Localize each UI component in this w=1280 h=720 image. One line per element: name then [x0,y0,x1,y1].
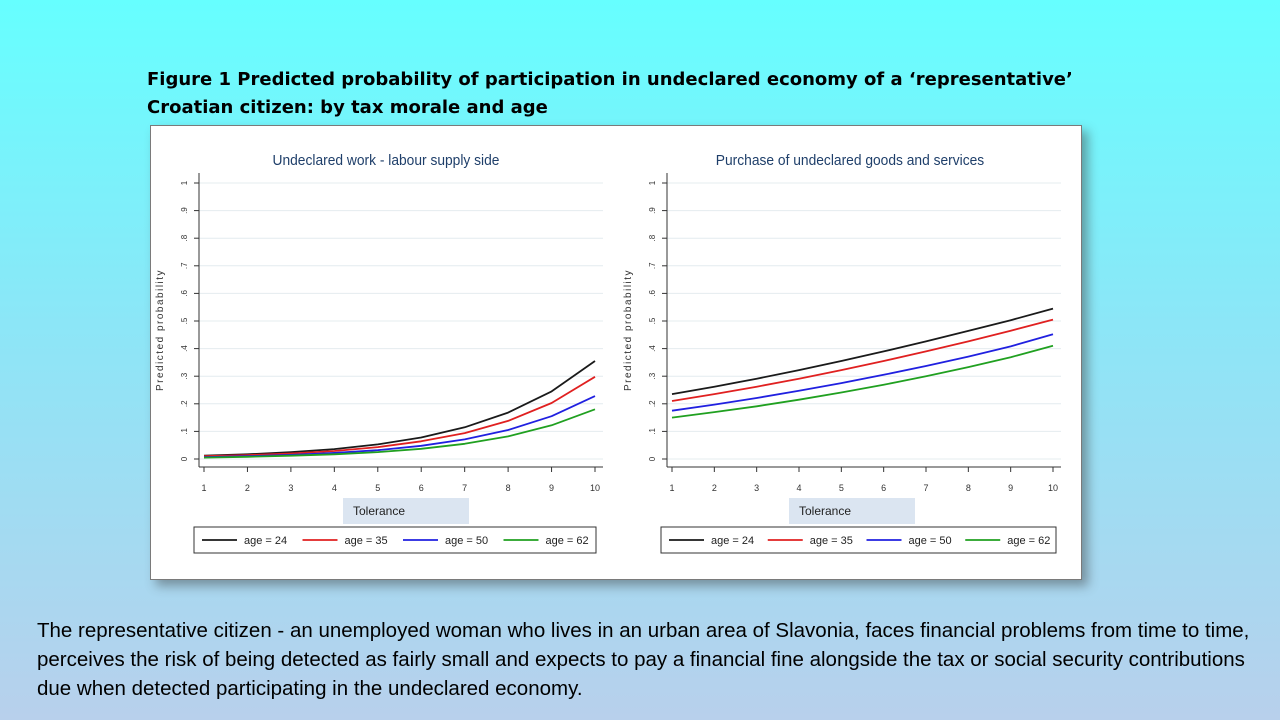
x-tick-label: 4 [796,483,801,493]
figure-title-line-1: Figure 1 Predicted probability of partic… [147,69,1073,90]
legend-label: age = 62 [1007,535,1050,547]
y-tick-label: .4 [648,345,657,352]
figure-title: Figure 1 Predicted probability of partic… [147,66,1127,122]
x-axis-label: Tolerance [353,504,405,518]
x-axis-label-box [343,498,469,524]
y-tick-label: .5 [180,317,189,324]
figure-frame: Undeclared work - labour supply side 0 .1.… [150,125,1082,580]
series-line-4 [671,344,1054,419]
legend-label: age = 50 [445,535,488,547]
x-axis-label-box [789,498,915,524]
series-line-1 [203,360,596,457]
plot-area [667,173,1061,467]
y-tick-label: .3 [180,372,189,379]
y-tick-label: .8 [180,234,189,241]
y-tick-label: 0 [180,456,189,461]
y-tick-label: .6 [180,290,189,297]
x-tick-label: 1 [201,483,206,493]
y-tick-label: .9 [180,207,189,214]
series-line-1 [671,307,1054,395]
legend-label: age = 62 [546,535,589,547]
x-tick-label: 5 [375,483,380,493]
x-tick-label: 6 [419,483,424,493]
y-tick-label: 1 [648,180,657,185]
x-tick-label: 6 [881,483,886,493]
y-tick-label: .7 [180,262,189,269]
x-tick-label: 3 [288,483,293,493]
caption-text: The representative citizen - an unemploy… [37,619,1250,700]
chart-panel-1: Undeclared work - labour supply side 0 .1.… [155,153,603,554]
x-tick-label: 10 [590,483,600,493]
legend-label: age = 24 [711,535,754,547]
legend-label: age = 35 [345,535,388,547]
y-tick-label: .7 [648,262,657,269]
y-tick-label: .8 [648,234,657,241]
figure-title-line-2: Croatian citizen: by tax morale and age [147,97,548,118]
series-line-3 [671,333,1054,412]
y-tick-label: .5 [648,317,657,324]
x-tick-label: 2 [245,483,250,493]
x-tick-label: 2 [712,483,717,493]
series-line-4 [203,408,596,459]
chart-title: Purchase of undeclared goods and service… [716,153,984,170]
x-tick-label: 10 [1048,483,1058,493]
y-axis-label: Predicted probability [623,269,634,391]
series-line-2 [671,318,1054,402]
y-tick-label: 0 [648,456,657,461]
x-tick-label: 4 [332,483,337,493]
chart-panel-2: Purchase of undeclared goods and service… [623,153,1061,554]
x-tick-label: 7 [923,483,928,493]
charts-canvas: Undeclared work - labour supply side 0 .1.… [155,153,1061,554]
x-axis-label: Tolerance [799,504,851,518]
x-tick-label: 5 [839,483,844,493]
y-tick-label: .4 [180,345,189,352]
legend-label: age = 35 [810,535,853,547]
x-tick-label: 8 [966,483,971,493]
y-tick-label: .1 [180,428,189,435]
legend-label: age = 50 [909,535,952,547]
y-tick-label: .2 [648,400,657,407]
x-tick-label: 9 [1008,483,1013,493]
y-axis-label: Predicted probability [155,269,166,391]
y-tick-label: .9 [648,207,657,214]
legend-label: age = 24 [244,535,287,547]
y-tick-label: 1 [180,180,189,185]
x-tick-label: 1 [669,483,674,493]
x-tick-label: 9 [549,483,554,493]
y-tick-label: .2 [180,400,189,407]
x-tick-label: 8 [506,483,511,493]
chart-title: Undeclared work - labour supply side [273,153,500,170]
y-tick-label: .6 [648,290,657,297]
y-tick-label: .1 [648,428,657,435]
plot-area [199,173,603,467]
series-line-2 [203,376,596,458]
y-tick-label: .3 [648,372,657,379]
x-tick-label: 7 [462,483,467,493]
x-tick-label: 3 [754,483,759,493]
